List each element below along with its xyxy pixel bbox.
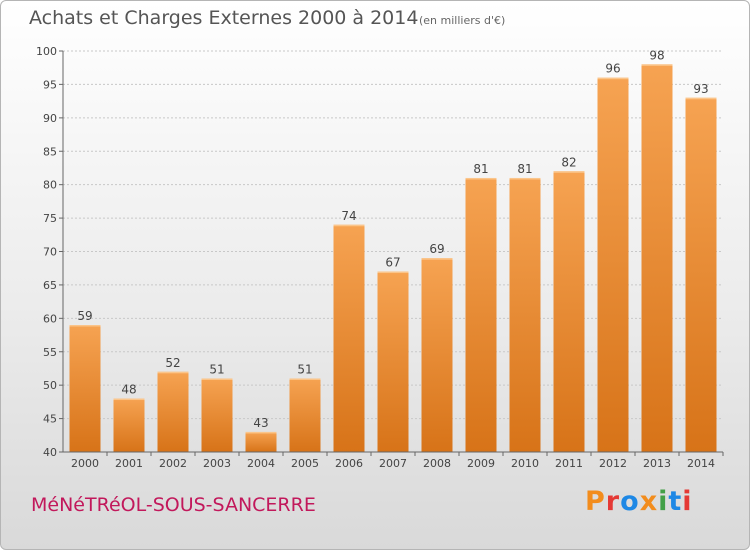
bar-highlight [465, 177, 497, 180]
x-tick-label-2014: 2014 [687, 457, 715, 470]
bar-2001 [113, 398, 145, 452]
x-tick-label-2010: 2010 [511, 457, 539, 470]
y-tick-label: 60 [43, 312, 57, 325]
bar-2009 [465, 177, 497, 452]
y-tick-label: 55 [43, 346, 57, 359]
commune-name: MéNéTRéOL-SOUS-SANCERRE [31, 494, 316, 516]
bar-highlight [641, 64, 673, 66]
bar-2010 [509, 177, 541, 452]
chart-unit-note: (en milliers d'€) [419, 14, 506, 27]
value-label-2009: 81 [473, 162, 488, 176]
bar-2014 [685, 97, 717, 453]
value-label-2004: 43 [253, 416, 268, 430]
bar-highlight [421, 258, 453, 260]
bar-2013 [641, 64, 673, 452]
bar-highlight [113, 398, 145, 401]
bar-highlight [157, 371, 189, 374]
value-label-2002: 52 [165, 356, 180, 370]
x-tick-label-2000: 2000 [71, 457, 99, 470]
y-tick-label: 90 [43, 112, 57, 125]
y-tick-label: 75 [43, 212, 57, 225]
value-label-2003: 51 [209, 362, 224, 376]
x-tick-label-2008: 2008 [423, 457, 451, 470]
bar-2003 [201, 378, 233, 452]
bar-2008 [421, 258, 453, 452]
bar-highlight [509, 177, 541, 180]
bar-2006 [333, 224, 365, 452]
bar-2011 [553, 171, 585, 453]
value-label-2008: 69 [429, 242, 444, 256]
bar-highlight [69, 325, 101, 327]
value-label-2010: 81 [517, 162, 532, 176]
y-tick-label: 70 [43, 246, 57, 259]
value-label-2013: 98 [649, 48, 664, 62]
y-tick-label: 50 [43, 379, 57, 392]
value-label-2014: 93 [693, 82, 708, 96]
x-tick-label-2004: 2004 [247, 457, 275, 470]
y-tick-label: 100 [36, 45, 57, 58]
x-tick-label-2005: 2005 [291, 457, 319, 470]
value-label-2011: 82 [561, 155, 576, 169]
x-tick-label-2006: 2006 [335, 457, 363, 470]
bar-2004 [245, 431, 277, 452]
value-label-2000: 59 [77, 309, 92, 323]
x-tick-label-2009: 2009 [467, 457, 495, 470]
chart-title: Achats et Charges Externes 2000 à 2014 [29, 7, 419, 29]
y-tick-label: 95 [43, 78, 57, 91]
y-tick-label: 40 [43, 446, 57, 459]
x-tick-label-2003: 2003 [203, 457, 231, 470]
y-tick-label: 80 [43, 179, 57, 192]
bar-2000 [69, 325, 101, 452]
bar-highlight [553, 171, 585, 173]
proxiti-logo: Proxiti [585, 486, 693, 517]
x-tick-label-2012: 2012 [599, 457, 627, 470]
bar-highlight [685, 97, 717, 100]
bar-highlight [377, 271, 409, 274]
value-label-2006: 74 [341, 209, 356, 223]
x-tick-label-2013: 2013 [643, 457, 671, 470]
bar-highlight [245, 431, 277, 434]
bar-2005 [289, 378, 321, 452]
x-tick-label-2007: 2007 [379, 457, 407, 470]
x-tick-label-2011: 2011 [555, 457, 583, 470]
value-label-2012: 96 [605, 62, 620, 76]
bar-2007 [377, 271, 409, 452]
bar-highlight [201, 378, 233, 380]
y-tick-label: 45 [43, 413, 57, 426]
x-tick-label-2001: 2001 [115, 457, 143, 470]
value-label-2001: 48 [121, 383, 136, 397]
bar-highlight [289, 378, 321, 380]
y-tick-label: 85 [43, 145, 57, 158]
value-label-2007: 67 [385, 256, 400, 270]
value-label-2005: 51 [297, 362, 312, 376]
y-tick-label: 65 [43, 279, 57, 292]
bar-2012 [597, 77, 629, 452]
x-tick-label-2002: 2002 [159, 457, 187, 470]
bar-highlight [597, 77, 629, 80]
bar-2002 [157, 371, 189, 452]
bar-highlight [333, 224, 365, 227]
